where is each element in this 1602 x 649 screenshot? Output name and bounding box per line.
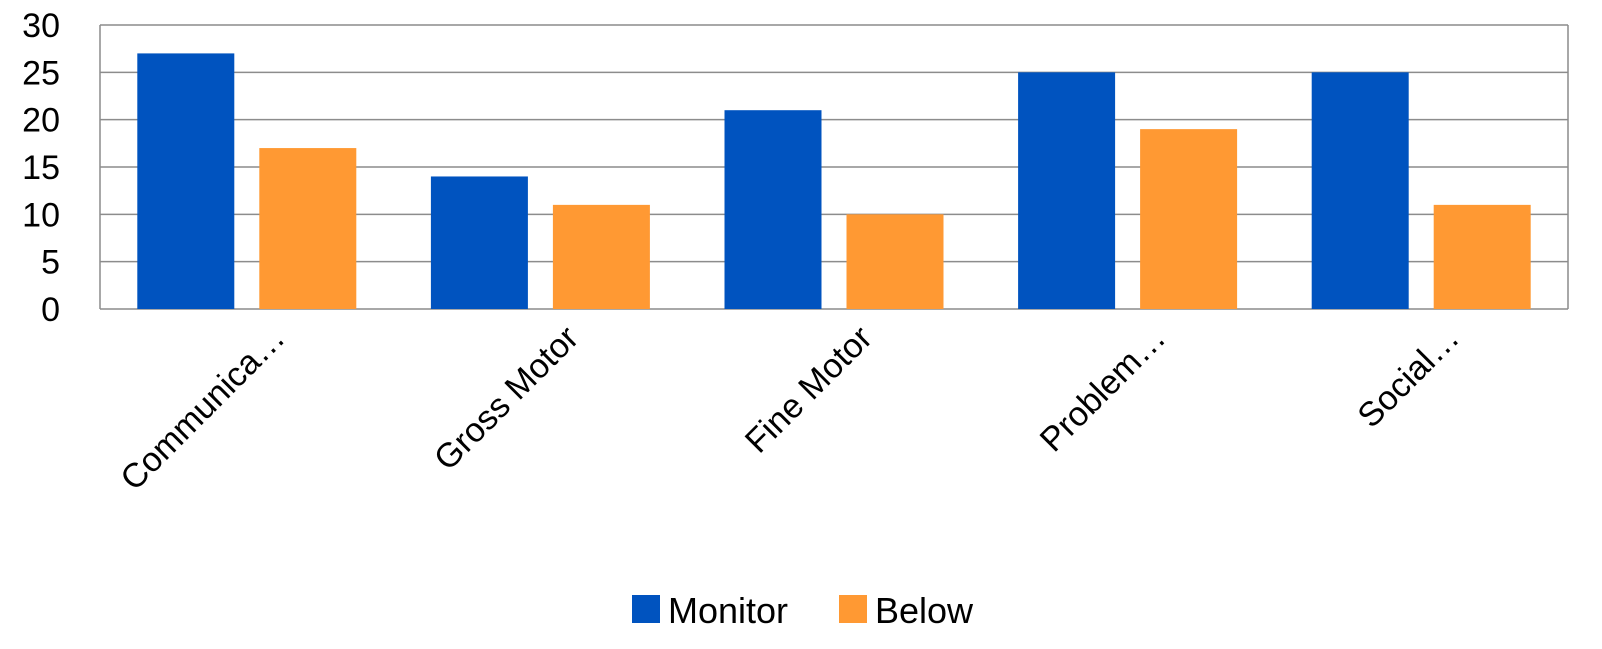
bar-monitor-0 [137,53,235,310]
bar-below-4 [1433,204,1531,309]
y-axis-ticks: 0 5 10 15 20 25 30 [22,7,60,329]
bar-monitor-2 [724,110,822,309]
legend-label-below: Below [875,590,974,631]
y-tick-label: 20 [22,102,60,140]
bar-below-0 [259,148,357,309]
bar-monitor-1 [430,176,528,309]
bar-below-1 [552,204,650,309]
bar-monitor-3 [1018,72,1116,309]
x-category-label: Gross Motor [427,319,586,478]
x-axis-labels: Communica… Gross Motor Fine Motor Problem… S… [113,319,1467,498]
y-tick-label: 25 [22,54,60,92]
legend: Monitor Below [632,590,974,631]
y-tick-label: 5 [41,244,60,282]
bar-below-2 [846,214,944,309]
bar-below-3 [1140,129,1238,309]
x-category-label: Communica… [113,319,292,498]
y-tick-label: 0 [41,291,60,329]
y-tick-label: 10 [22,196,60,234]
y-tick-label: 30 [22,7,60,45]
y-tick-label: 15 [22,149,60,187]
bar-monitor-4 [1311,72,1409,309]
bars [137,53,1531,310]
x-category-label: Social… [1350,319,1466,435]
legend-label-monitor: Monitor [668,590,788,631]
legend-swatch-below [839,595,867,623]
legend-swatch-monitor [632,595,660,623]
x-category-label: Problem… [1033,319,1173,459]
x-category-label: Fine Motor [738,319,880,461]
